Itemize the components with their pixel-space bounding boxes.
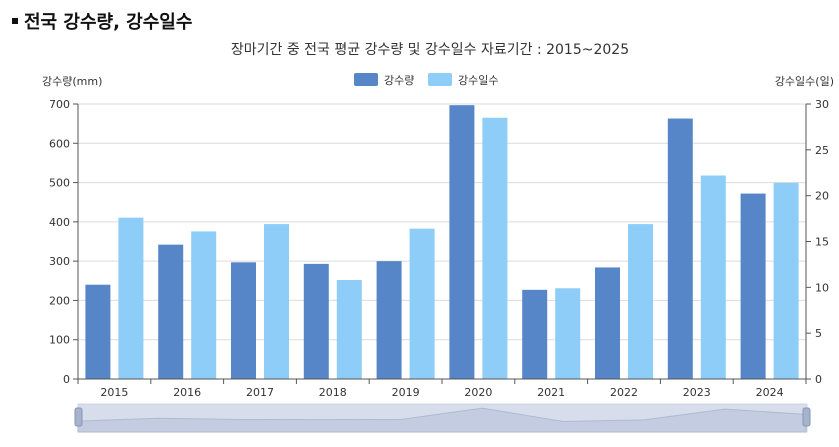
legend-item-rain-days[interactable]: 강수일수 bbox=[428, 73, 498, 87]
bar-rainfall[interactable] bbox=[158, 244, 184, 379]
legend-swatch-rainfall bbox=[354, 73, 378, 86]
bars bbox=[85, 105, 799, 380]
bar-rain-days[interactable] bbox=[555, 288, 581, 379]
bar-rain-days[interactable] bbox=[482, 117, 508, 379]
zoom-selection[interactable] bbox=[78, 404, 807, 432]
axes: 0 100 200 300 400 500 600 700 0 5 10 15 20 25 30 2015 20… bbox=[49, 98, 829, 399]
x-tick-label: 2023 bbox=[683, 386, 711, 399]
y-right-tick-label: 15 bbox=[815, 236, 829, 249]
bar-rain-days[interactable] bbox=[409, 228, 435, 379]
y-right-tick-label: 25 bbox=[815, 144, 829, 157]
y-left-tick-label: 400 bbox=[49, 216, 70, 229]
y-right-axis-title: 강수일수(일) bbox=[775, 74, 834, 88]
y-right-tick-label: 10 bbox=[815, 281, 829, 294]
bar-rainfall[interactable] bbox=[85, 284, 111, 379]
heading-bullet-icon bbox=[12, 18, 18, 24]
page-heading: 전국 강수량, 강수일수 bbox=[12, 8, 192, 34]
zoom-handle-left[interactable] bbox=[74, 407, 83, 427]
bar-rain-days[interactable] bbox=[191, 231, 217, 379]
bar-rain-days[interactable] bbox=[264, 224, 289, 379]
bar-rain-days[interactable] bbox=[700, 175, 726, 380]
bar-rainfall[interactable] bbox=[303, 263, 329, 379]
x-tick-label: 2019 bbox=[392, 386, 420, 399]
x-tick-label: 2016 bbox=[173, 386, 201, 399]
y-right-tick-label: 5 bbox=[815, 327, 822, 340]
legend-item-rainfall[interactable]: 강수량 bbox=[354, 73, 414, 87]
data-zoom-slider[interactable] bbox=[74, 403, 811, 433]
x-tick-label: 2024 bbox=[756, 386, 784, 399]
x-tick-label: 2022 bbox=[610, 386, 638, 399]
x-tick-label: 2020 bbox=[464, 386, 492, 399]
y-left-tick-label: 500 bbox=[49, 177, 70, 190]
gridlines bbox=[78, 103, 806, 380]
chart-title: 장마기간 중 전국 평균 강수량 및 강수일수 자료기간 : 2015~2025 bbox=[231, 42, 629, 58]
y-left-tick-label: 700 bbox=[49, 98, 70, 111]
bar-rain-days[interactable] bbox=[628, 224, 653, 379]
y-left-tick-label: 0 bbox=[63, 373, 70, 386]
y-left-tick-label: 200 bbox=[49, 294, 70, 307]
legend-label-rain-days: 강수일수 bbox=[458, 73, 498, 87]
y-right-tick-label: 20 bbox=[815, 190, 829, 203]
x-tick-label: 2018 bbox=[319, 386, 347, 399]
legend[interactable]: 강수량 강수일수 bbox=[354, 73, 498, 87]
y-right-tick-label: 30 bbox=[815, 98, 829, 111]
y-left-tick-label: 600 bbox=[49, 137, 70, 150]
bar-rainfall[interactable] bbox=[522, 289, 548, 379]
x-tick-label: 2017 bbox=[246, 386, 274, 399]
y-left-tick-label: 100 bbox=[49, 334, 70, 347]
zoom-handle-right[interactable] bbox=[802, 407, 811, 427]
legend-label-rainfall: 강수량 bbox=[384, 74, 414, 87]
y-right-tick-label: 0 bbox=[815, 373, 822, 386]
bar-rainfall[interactable] bbox=[740, 193, 766, 379]
x-tick-label: 2015 bbox=[100, 386, 128, 399]
bar-rainfall[interactable] bbox=[449, 105, 475, 379]
bar-rainfall[interactable] bbox=[667, 118, 693, 380]
y-left-axis-title: 강수량(mm) bbox=[42, 75, 102, 88]
bar-rain-days[interactable] bbox=[773, 182, 799, 379]
bar-rainfall[interactable] bbox=[376, 261, 402, 379]
bar-rainfall[interactable] bbox=[231, 262, 256, 379]
bar-rain-days[interactable] bbox=[336, 280, 362, 379]
legend-swatch-rain-days bbox=[428, 73, 452, 86]
x-tick-label: 2021 bbox=[537, 386, 565, 399]
bar-rain-days[interactable] bbox=[118, 217, 144, 379]
bar-rainfall[interactable] bbox=[595, 267, 620, 379]
page-heading-text: 전국 강수량, 강수일수 bbox=[24, 12, 193, 33]
y-left-tick-label: 300 bbox=[49, 255, 70, 268]
